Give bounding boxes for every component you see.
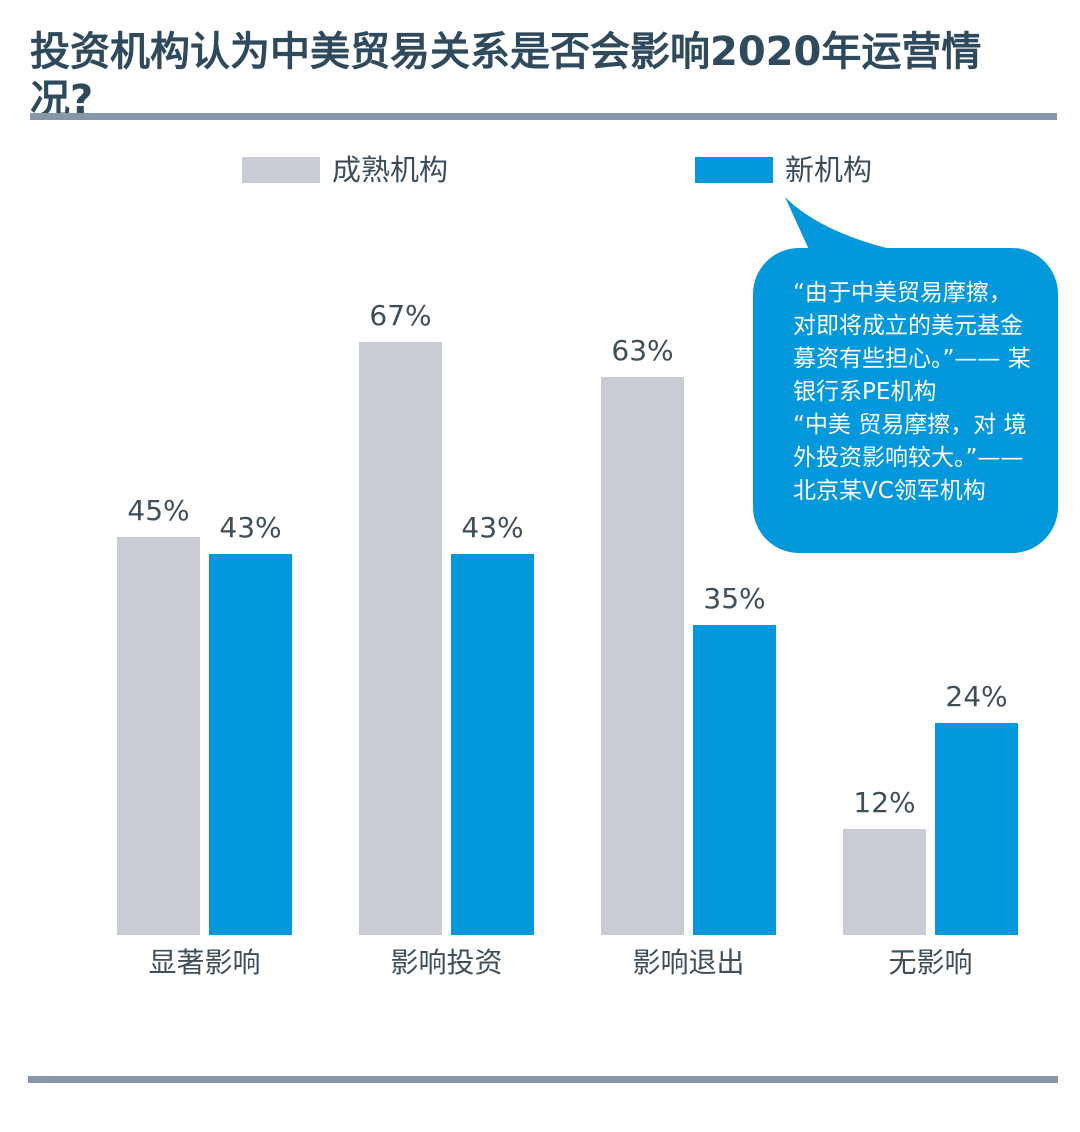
bar-新机构-显著影响 [209,554,292,935]
bar-成熟机构-影响退出 [601,377,684,935]
bar-value-label: 63% [611,334,674,367]
category-label: 显著影响 [148,946,261,979]
category-label: 无影响 [888,946,973,979]
legend-label-mature: 成熟机构 [332,153,449,187]
legend-label-new: 新机构 [785,153,873,187]
page-title: 投资机构认为中美贸易关系是否会影响2020年运营情况? [30,29,982,123]
quote-line: 北京某VC领军机构 [793,478,986,504]
category-label: 影响投资 [390,946,503,979]
bar-新机构-影响投资 [451,554,534,935]
bottom-divider [28,1076,1058,1083]
legend-swatch-blue [695,157,773,183]
quote-line: 银行系PE机构 [793,379,937,405]
quote-line: 募资有些担心。”—— 某 [793,346,1031,372]
quote-line: “由于中美贸易摩擦， [793,280,1012,306]
bar-新机构-影响退出 [693,625,776,935]
callout-tail-shape [785,197,903,252]
bar-value-label: 12% [853,786,916,819]
category-label: 影响退出 [632,946,745,979]
bar-成熟机构-显著影响 [117,537,200,935]
bar-value-label: 45% [127,494,190,527]
quote-callout: “由于中美贸易摩擦， 对即将成立的美元基金 募资有些担心。”—— 某 银行系PE… [753,248,1058,553]
bar-value-label: 35% [703,582,766,615]
quote-line: 外投资影响较大。”—— [793,445,1024,471]
bar-value-label: 67% [369,299,432,332]
bar-新机构-无影响 [935,723,1018,935]
bar-成熟机构-无影响 [843,829,926,935]
quote-line: “中美 贸易摩擦，对 境 [793,412,1027,438]
bar-value-label: 24% [945,680,1008,713]
bar-value-label: 43% [219,511,282,544]
quote-line: 对即将成立的美元基金 [793,313,1023,339]
top-divider [30,113,1057,120]
legend-swatch-gray [242,157,320,183]
bar-成熟机构-影响投资 [359,342,442,935]
bar-value-label: 43% [461,511,524,544]
